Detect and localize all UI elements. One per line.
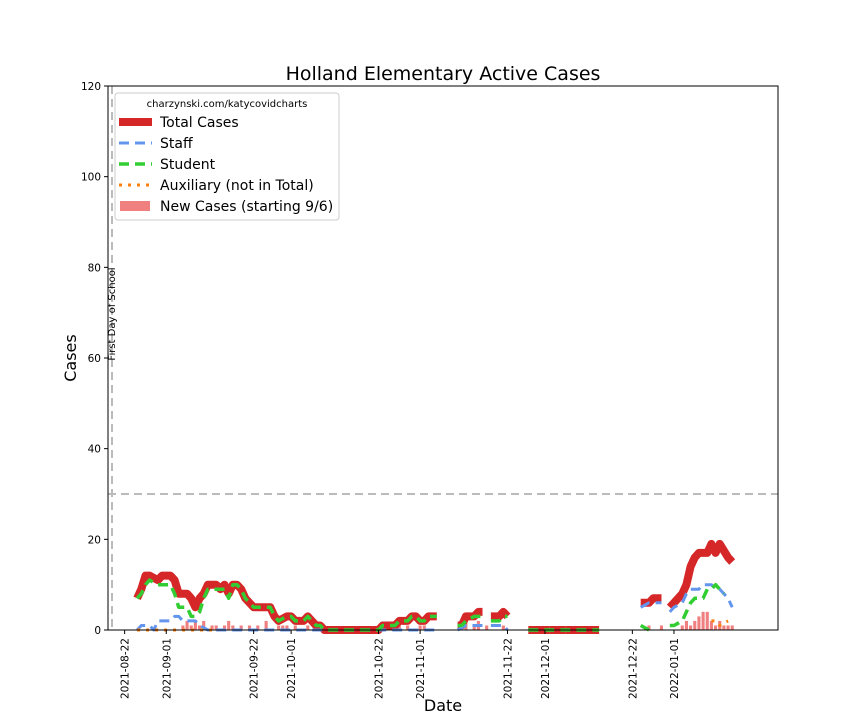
new-cases-bar xyxy=(239,625,243,630)
new-cases-bar xyxy=(701,611,705,630)
new-cases-bar xyxy=(256,625,260,630)
new-cases-bar xyxy=(210,625,214,630)
chart-title: Holland Elementary Active Cases xyxy=(286,63,601,85)
y-tick-label: 60 xyxy=(88,353,101,365)
staff-line xyxy=(668,583,734,613)
student-line xyxy=(639,623,650,632)
new-cases-bar xyxy=(247,625,252,630)
staff-line xyxy=(490,624,509,632)
new-cases-bar xyxy=(705,611,709,630)
student-line xyxy=(457,614,483,628)
auxiliary-line xyxy=(711,619,729,627)
new-cases-bar xyxy=(281,625,285,630)
total-cases-line xyxy=(666,539,736,611)
new-cases-bar xyxy=(222,625,227,630)
new-cases-bar xyxy=(485,625,489,630)
new-cases-bar xyxy=(406,625,410,630)
new-cases-bar xyxy=(285,625,289,630)
new-cases-bar xyxy=(277,625,281,630)
total-cases-line xyxy=(640,594,662,607)
legend-label-staff: Staff xyxy=(160,136,193,152)
new-cases-bar xyxy=(722,625,726,630)
new-cases-bar xyxy=(397,625,401,630)
student-line xyxy=(490,614,508,623)
new-cases-bar xyxy=(693,620,697,630)
x-tick-label: 2021-10-01 xyxy=(286,638,298,699)
staff-line xyxy=(639,601,662,609)
new-cases-bar xyxy=(185,620,189,630)
new-cases-bar xyxy=(726,625,730,630)
new-cases-bar xyxy=(697,616,701,630)
x-axis-title: Date xyxy=(424,696,462,715)
x-tick-label: 2021-09-22 xyxy=(249,638,261,699)
new-cases-bar xyxy=(689,625,693,630)
y-tick-label: 20 xyxy=(88,534,101,546)
legend-label-total-cases: Total Cases xyxy=(159,115,239,131)
first-day-label: First Day of School xyxy=(107,267,118,360)
y-tick-label: 0 xyxy=(94,625,101,637)
legend-title: charzynski.com/katycovidcharts xyxy=(147,99,308,110)
y-tick-label: 80 xyxy=(88,262,101,274)
y-tick-label: 120 xyxy=(81,81,101,93)
new-cases-bar xyxy=(680,625,684,630)
new-cases-bar xyxy=(659,625,664,630)
new-cases-bar xyxy=(306,625,310,630)
new-cases-bar xyxy=(231,625,235,630)
x-tick-label: 2021-09-01 xyxy=(161,638,173,699)
total-cases-line xyxy=(490,607,511,621)
x-tick-label: 2021-11-01 xyxy=(415,638,427,699)
new-cases-bar xyxy=(684,620,689,630)
x-tick-label: 2021-12-01 xyxy=(540,638,552,699)
new-cases-bar xyxy=(472,625,476,630)
x-tick-label: 2022-01-01 xyxy=(669,638,681,699)
y-tick-label: 100 xyxy=(81,172,101,184)
legend-label-new-cases: New Cases (starting 9/6) xyxy=(160,199,333,215)
legend-swatch-new-cases xyxy=(120,201,150,211)
new-cases-bar xyxy=(422,625,426,630)
new-cases-bar xyxy=(647,625,651,630)
student-line xyxy=(135,578,437,632)
new-cases-bar xyxy=(709,620,713,630)
y-tick-label: 40 xyxy=(88,444,101,456)
x-tick-label: 2021-10-22 xyxy=(373,638,385,699)
x-tick-label: 2021-12-22 xyxy=(627,638,639,699)
legend-box xyxy=(114,92,340,221)
new-cases-bar xyxy=(730,625,734,630)
new-cases-bar xyxy=(202,620,206,630)
staff-line xyxy=(456,624,483,632)
new-cases-bar xyxy=(189,625,193,630)
y-axis-title: Cases xyxy=(61,334,80,382)
new-cases-bar xyxy=(418,625,422,630)
new-cases-bar xyxy=(264,620,268,630)
legend: charzynski.com/katycovidcharts Total Case… xyxy=(114,92,340,221)
legend-label-auxiliary: Auxiliary (not in Total) xyxy=(160,178,314,194)
new-cases-bar xyxy=(501,625,505,630)
new-cases-bar xyxy=(293,625,297,630)
new-cases-bar xyxy=(193,620,197,630)
x-tick-label: 2021-11-22 xyxy=(503,638,515,699)
student-line xyxy=(669,582,726,628)
new-cases-bar xyxy=(181,625,185,630)
new-cases-bar xyxy=(714,625,718,630)
legend-label-student: Student xyxy=(160,157,216,173)
new-cases-bar xyxy=(214,625,218,630)
new-cases-bar xyxy=(227,620,231,630)
x-tick-label: 2021-08-22 xyxy=(120,638,132,699)
new-cases-bar xyxy=(197,625,202,630)
